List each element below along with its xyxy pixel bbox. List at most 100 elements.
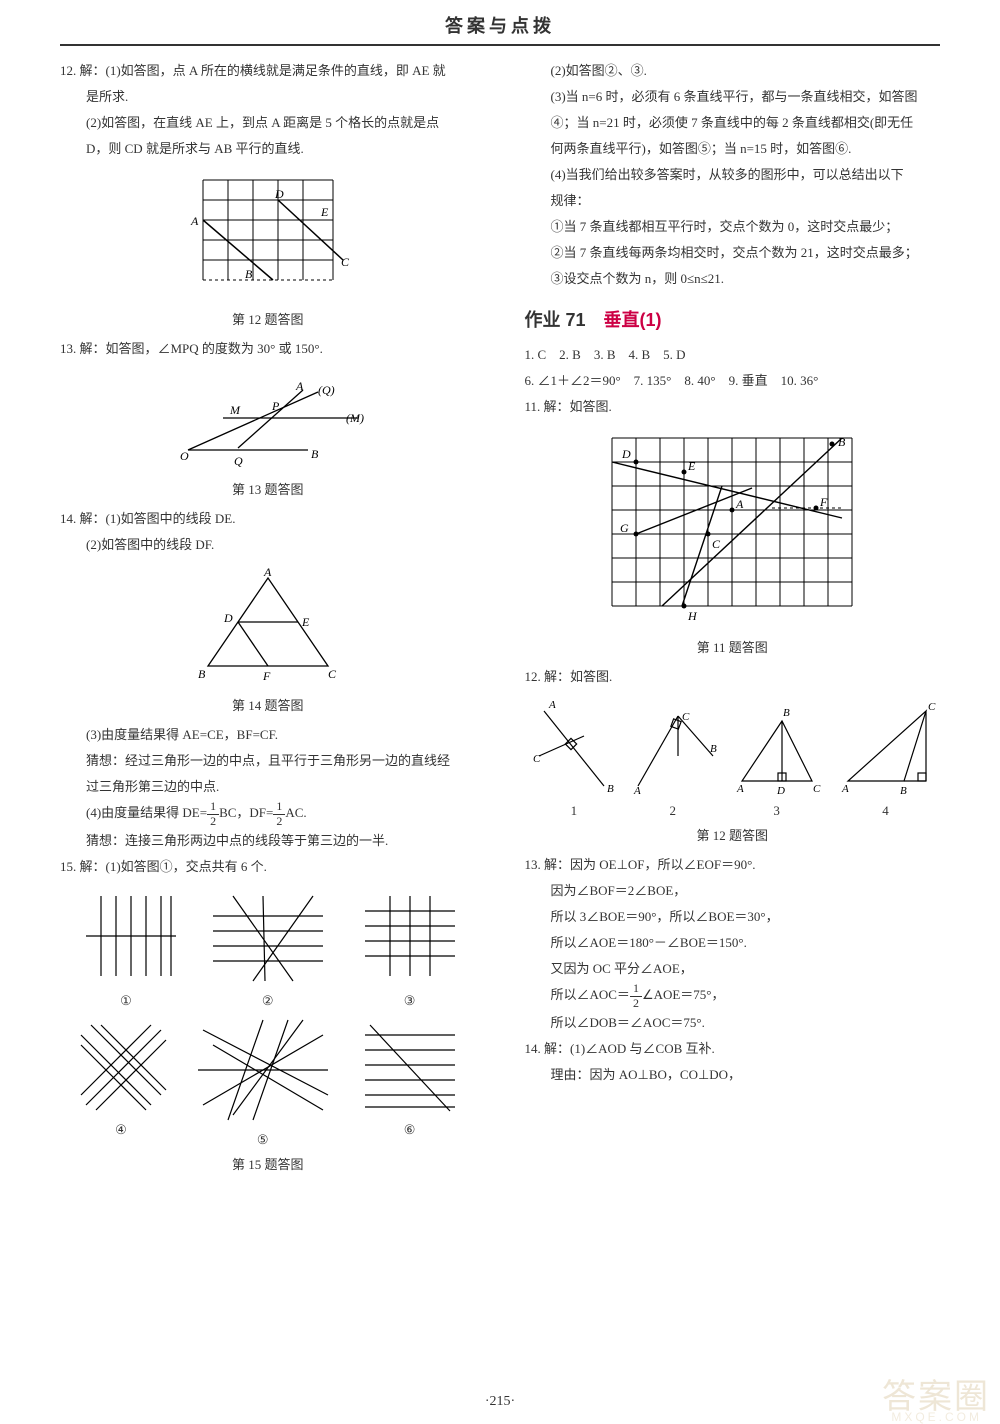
svg-text:C: C <box>341 255 350 269</box>
q13r-text-6: 所以∠AOC＝12∠AOE＝75°， <box>524 982 940 1010</box>
fig15-label-5: ⑤ <box>193 1132 333 1148</box>
q15r-text-5: 何两条直线平行)，如答图⑤；当 n=15 时，如答图⑥. <box>524 136 940 162</box>
q14-text-5: 过三角形第三边的中点. <box>60 774 476 800</box>
fig12r-l3: 3 <box>727 803 827 819</box>
q12-text-3: (2)如答图，在直线 AE 上，到点 A 距离是 5 个格长的点就是点 <box>60 110 476 136</box>
svg-text:A: A <box>190 214 199 228</box>
svg-text:G: G <box>620 521 629 535</box>
fig15-label-4: ④ <box>71 1122 171 1138</box>
fig15-row1: ① ② <box>60 886 476 1009</box>
svg-text:D: D <box>274 187 284 201</box>
svg-text:C: C <box>712 537 721 551</box>
fig15-label-6: ⑥ <box>355 1122 465 1138</box>
q15r-text-9: ②当 7 条直线每两条均相交时，交点个数为 21，这时交点最多； <box>524 240 940 266</box>
svg-text:H: H <box>687 609 698 623</box>
q13r-text-1: 13. 解：因为 OE⊥OF，所以∠EOF＝90°. <box>524 852 940 878</box>
q13r-text-4: 所以∠AOE＝180°－∠BOE＝150°. <box>524 930 940 956</box>
svg-text:A: A <box>841 783 849 795</box>
svg-text:A: A <box>736 783 744 795</box>
svg-text:A: A <box>735 497 744 511</box>
column-divider <box>500 62 501 1181</box>
svg-text:M: M <box>229 403 241 417</box>
q14-text-4: 猜想：经过三角形一边的中点，且平行于三角形另一边的直线经 <box>60 748 476 774</box>
svg-text:B: B <box>245 267 253 281</box>
q12r-text-1: 12. 解：如答图. <box>524 664 940 690</box>
svg-text:B: B <box>607 783 614 795</box>
fig14-caption: 第 14 题答图 <box>60 695 476 714</box>
svg-text:B: B <box>710 743 717 755</box>
q15r-text-10: ③设交点个数为 n，则 0≤n≤21. <box>524 266 940 292</box>
q15r-text-6: (4)当我们给出较多答案时，从较多的图形中，可以总结出以下 <box>524 162 940 188</box>
fig13: O Q B M P A (Q) (M) <box>60 370 476 475</box>
svg-text:A: A <box>263 566 272 579</box>
fig12r-l4: 4 <box>836 803 936 819</box>
q14-text-2: (2)如答图中的线段 DF. <box>60 532 476 558</box>
right-column: (2)如答图②、③. (3)当 n=6 时，必须有 6 条直线平行，都与一条直线… <box>524 58 940 1181</box>
fig12-left-caption: 第 12 题答图 <box>60 309 476 328</box>
left-column: 12. 解：(1)如答图，点 A 所在的横线就是满足条件的直线，即 AE 就 是… <box>60 58 476 1181</box>
q13r-text-5: 又因为 OC 平分∠AOE， <box>524 956 940 982</box>
q14-text-3: (3)由度量结果得 AE=CE，BF=CF. <box>60 722 476 748</box>
q12-text-1: 12. 解：(1)如答图，点 A 所在的横线就是满足条件的直线，即 AE 就 <box>60 58 476 84</box>
q15r-text-7: 规律： <box>524 188 940 214</box>
q14r-text-2: 理由：因为 AO⊥BO，CO⊥DO， <box>524 1062 940 1088</box>
svg-text:(M): (M) <box>346 411 364 425</box>
svg-text:(Q): (Q) <box>318 383 335 397</box>
svg-text:C: C <box>813 783 821 795</box>
fig12-left: A D E B C <box>60 170 476 305</box>
svg-text:E: E <box>687 459 696 473</box>
fig15-label-3: ③ <box>355 993 465 1009</box>
section-71-title: 作业 71 垂直(1) <box>524 306 940 332</box>
svg-text:B: B <box>311 447 319 461</box>
q14r-text-1: 14. 解：(1)∠AOD 与∠COB 互补. <box>524 1036 940 1062</box>
fig12r-l2: 2 <box>628 803 718 819</box>
q15r-text-2: (2)如答图②、③. <box>524 58 940 84</box>
fig12r-l1: 1 <box>529 803 619 819</box>
svg-text:B: B <box>198 667 206 681</box>
svg-text:A: A <box>633 785 641 796</box>
svg-text:C: C <box>328 667 337 681</box>
q13r-text-3: 所以 3∠BOE＝90°，所以∠BOE＝30°， <box>524 904 940 930</box>
q15r-text-4: ④；当 n=21 时，必须使 7 条直线中的每 2 条直线都相交(即无任 <box>524 110 940 136</box>
svg-text:D: D <box>776 785 785 796</box>
fig15-label-2: ② <box>203 993 333 1009</box>
q15-text-1: 15. 解：(1)如答图①，交点共有 6 个. <box>60 854 476 880</box>
ans71-line1: 1. C 2. B 3. B 4. B 5. D <box>524 342 940 368</box>
svg-text:Q: Q <box>234 454 243 468</box>
svg-text:A: A <box>548 699 556 711</box>
q12-text-4: D，则 CD 就是所求与 AB 平行的直线. <box>60 136 476 162</box>
fig12r-row: A B C 1 A B C 2 <box>524 696 940 819</box>
svg-text:E: E <box>301 615 310 629</box>
svg-text:F: F <box>262 669 271 683</box>
q13r-text-7: 所以∠DOB＝∠AOC＝75°. <box>524 1010 940 1036</box>
q15r-text-8: ①当 7 条直线都相互平行时，交点个数为 0，这时交点最少； <box>524 214 940 240</box>
svg-text:P: P <box>271 399 280 413</box>
q12-text-2: 是所求. <box>60 84 476 110</box>
ans71-line2: 6. ∠1＋∠2＝90° 7. 135° 8. 40° 9. 垂直 10. 36… <box>524 368 940 394</box>
page-header: 答案与点拨 <box>60 0 940 46</box>
two-column-layout: 12. 解：(1)如答图，点 A 所在的横线就是满足条件的直线，即 AE 就 是… <box>0 46 1000 1181</box>
fig15-row2: ④ ⑤ <box>60 1015 476 1148</box>
watermark-sub: MXQE.COM <box>891 1410 982 1424</box>
svg-text:C: C <box>682 711 690 723</box>
fig15-label-1: ① <box>71 993 181 1009</box>
page-number: ·215· <box>0 1394 1000 1410</box>
fig11-right-caption: 第 11 题答图 <box>524 637 940 656</box>
fig13-caption: 第 13 题答图 <box>60 479 476 498</box>
svg-text:C: C <box>533 753 541 765</box>
svg-text:B: B <box>783 707 790 719</box>
svg-text:C: C <box>928 701 936 713</box>
svg-text:D: D <box>223 611 233 625</box>
svg-text:F: F <box>819 495 828 509</box>
q14-text-1: 14. 解：(1)如答图中的线段 DE. <box>60 506 476 532</box>
svg-text:B: B <box>900 785 907 796</box>
fig14: A D E B F C <box>60 566 476 691</box>
fig11-right: D E A C G H B F <box>524 428 940 633</box>
q14-text-7: 猜想：连接三角形两边中点的线段等于第三边的一半. <box>60 828 476 854</box>
svg-text:A: A <box>295 379 304 393</box>
fig12r-caption: 第 12 题答图 <box>524 825 940 844</box>
svg-text:B: B <box>838 435 846 449</box>
svg-text:O: O <box>180 449 189 463</box>
svg-text:D: D <box>621 447 631 461</box>
q11r-text-1: 11. 解：如答图. <box>524 394 940 420</box>
